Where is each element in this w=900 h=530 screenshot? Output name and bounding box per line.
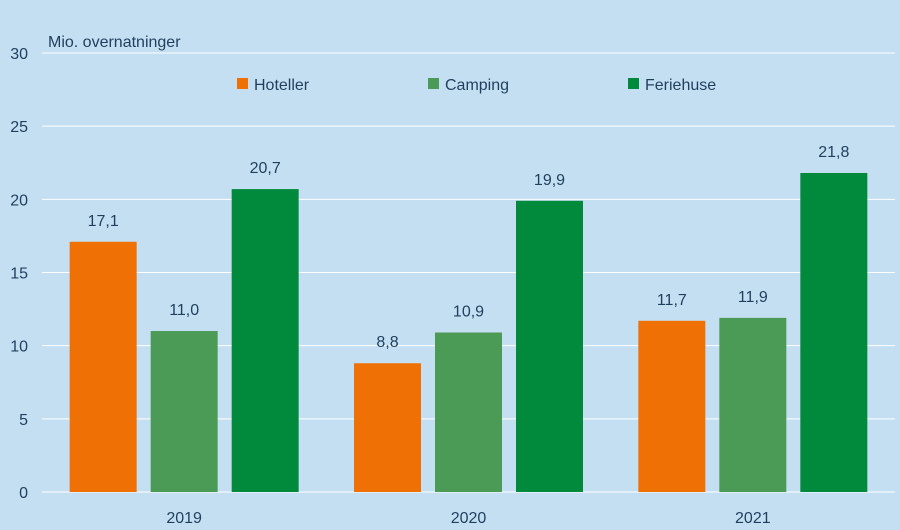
y-tick-label: 15: [10, 266, 28, 283]
x-tick-label: 2021: [735, 510, 771, 527]
x-axis-ticks: 2019 2020 2021: [166, 510, 770, 527]
bar-camping-2019: [150, 331, 218, 492]
legend-swatch-hoteller: [237, 78, 248, 89]
bar-hoteller-2021: [638, 320, 706, 492]
bar-camping-2020: [435, 332, 502, 492]
data-label: 19,9: [534, 172, 565, 189]
bars: 17,1 11,0 20,7 8,8 10,9 19,9 11,7 11,9 21,8: [69, 144, 868, 492]
data-label: 11,9: [738, 289, 768, 306]
bar-feriehuse-2020: [516, 200, 583, 492]
legend-label-feriehuse: Feriehuse: [645, 77, 716, 94]
y-tick-label: 10: [10, 339, 28, 356]
y-tick-label: 30: [10, 46, 28, 63]
data-label: 8,8: [376, 334, 398, 351]
y-tick-label: 20: [10, 192, 28, 209]
bar-camping-2021: [719, 317, 787, 492]
bar-feriehuse-2019: [231, 189, 299, 492]
bar-hoteller-2020: [354, 363, 421, 492]
legend-swatch-camping: [428, 78, 439, 89]
data-label: 21,8: [818, 144, 849, 161]
legend-swatch-feriehuse: [628, 78, 639, 89]
legend: Hoteller Camping Feriehuse: [237, 77, 716, 94]
bar-hoteller-2019: [69, 241, 137, 492]
data-label: 11,0: [169, 302, 199, 319]
data-label: 11,7: [657, 292, 687, 309]
data-label: 20,7: [250, 160, 281, 177]
data-label: 10,9: [453, 303, 484, 320]
x-tick-label: 2020: [451, 510, 487, 527]
y-tick-label: 5: [19, 412, 28, 429]
y-tick-label: 25: [10, 119, 28, 136]
x-tick-label: 2019: [166, 510, 202, 527]
legend-label-camping: Camping: [445, 77, 509, 94]
y-tick-label: 0: [19, 485, 28, 502]
legend-label-hoteller: Hoteller: [254, 77, 310, 94]
bar-feriehuse-2021: [800, 172, 868, 492]
y-axis-label: Mio. overnatninger: [48, 34, 181, 51]
data-label: 17,1: [88, 213, 119, 230]
y-axis-ticks: 0 5 10 15 20 25 30: [10, 46, 28, 502]
